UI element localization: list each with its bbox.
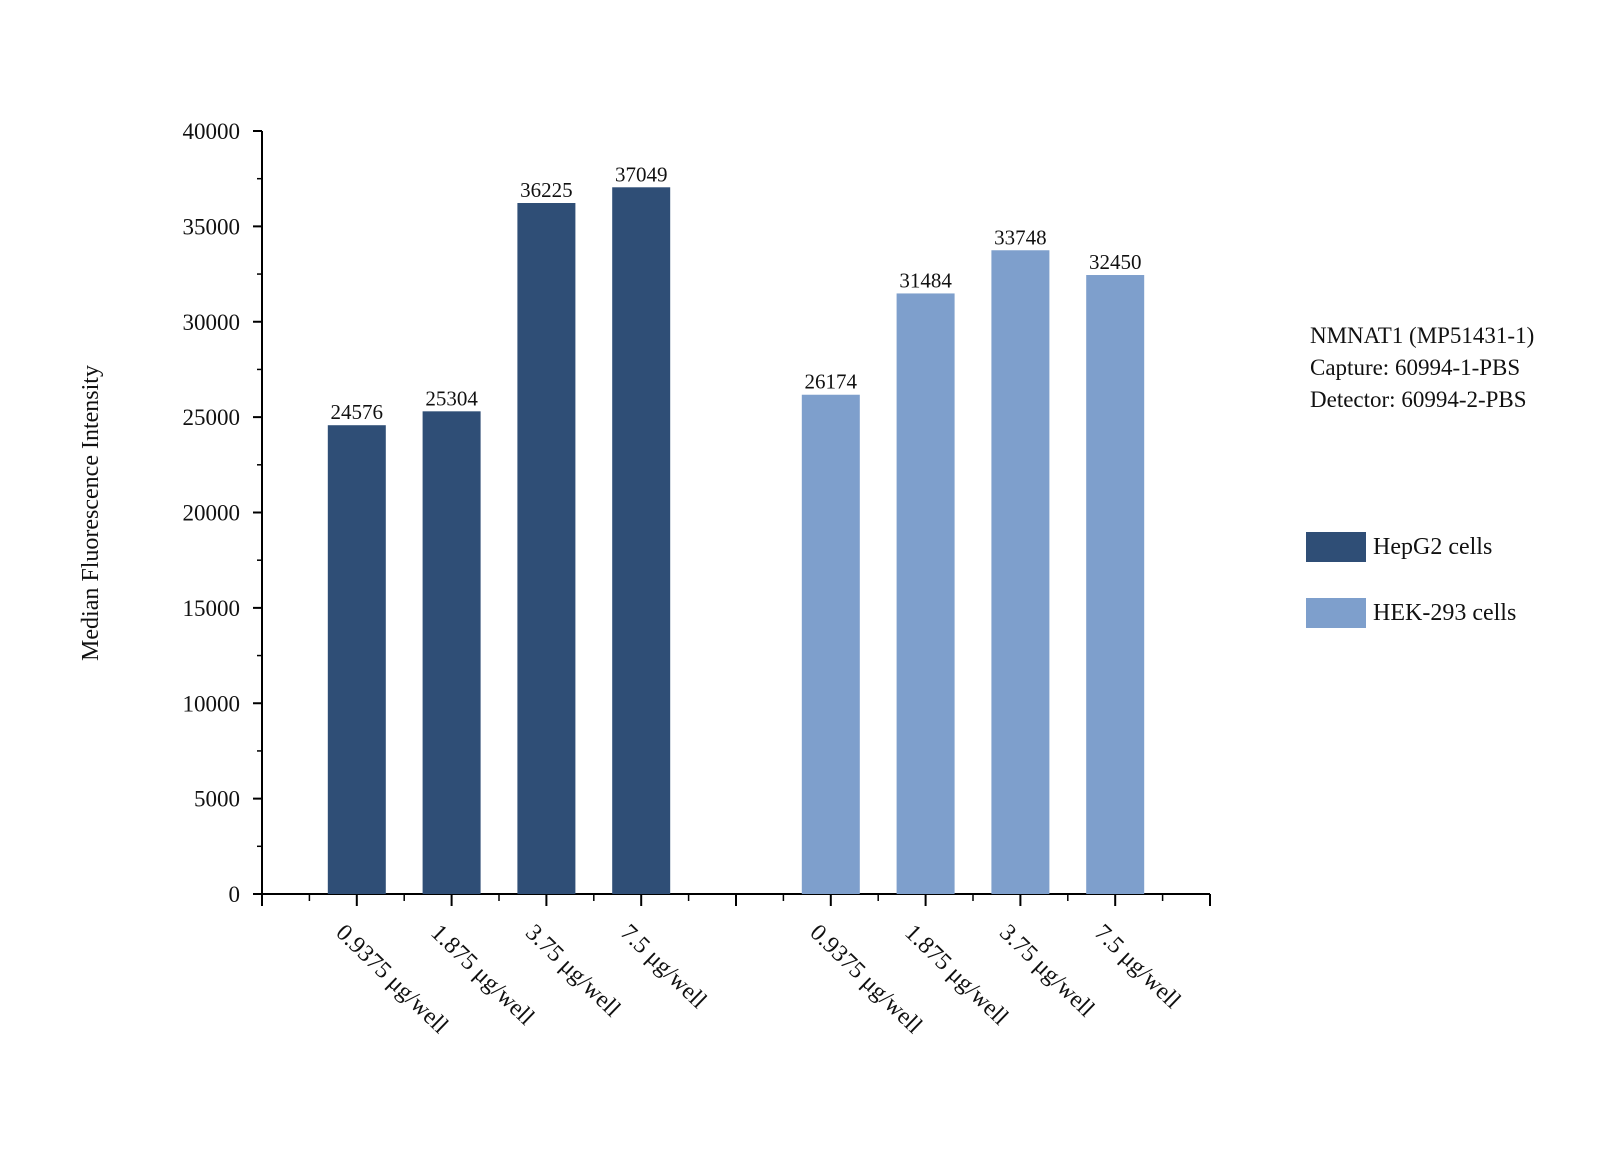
info-line-2: Capture: 60994-1-PBS <box>1310 355 1521 380</box>
bar <box>327 425 386 894</box>
assay-info: NMNAT1 (MP51431-1) Capture: 60994-1-PBS … <box>1310 320 1534 416</box>
bar <box>422 411 481 894</box>
info-line-3: Detector: 60994-2-PBS <box>1310 387 1527 412</box>
y-tick-label: 35000 <box>183 214 241 239</box>
bars <box>327 187 1145 894</box>
legend-label: HepG2 cells <box>1373 533 1493 560</box>
y-axis-label: Median Fluorescence Intensity <box>78 365 104 661</box>
bar <box>612 187 671 894</box>
legend-item-hepg2: HepG2 cells <box>1306 531 1516 563</box>
legend-swatch <box>1306 598 1366 628</box>
bar <box>801 394 860 894</box>
data-label: 32450 <box>1089 250 1142 274</box>
y-tick-label: 10000 <box>183 691 241 716</box>
y-tick-label: 0 <box>229 882 241 907</box>
x-tick-label: 3.75 μg/well <box>520 920 625 1023</box>
y-tick-label: 15000 <box>183 596 241 621</box>
bar <box>1086 275 1145 894</box>
data-label: 36225 <box>520 178 573 202</box>
data-label: 31484 <box>899 268 952 292</box>
y-tick-label: 20000 <box>183 501 241 526</box>
data-label: 24576 <box>331 400 384 424</box>
legend-swatch <box>1306 532 1366 562</box>
legend-item-hek293: HEK-293 cells <box>1306 597 1516 629</box>
x-tick-label: 7.5 μg/well <box>615 920 712 1015</box>
legend: HepG2 cells HEK-293 cells <box>1306 531 1516 663</box>
data-label: 33748 <box>994 225 1047 249</box>
info-line-1: NMNAT1 (MP51431-1) <box>1310 323 1535 348</box>
bar <box>517 203 576 894</box>
y-tick-label: 5000 <box>194 787 240 812</box>
y-tick-label: 25000 <box>183 405 241 430</box>
y-tick-label: 40000 <box>183 119 241 144</box>
data-label: 37049 <box>615 162 668 186</box>
legend-label: HEK-293 cells <box>1373 599 1517 626</box>
bar <box>896 293 955 894</box>
x-tick-label: 3.75 μg/well <box>994 920 1099 1023</box>
data-labels: 24576 25304 36225 37049 26174 31484 33748 32450 <box>331 162 1142 424</box>
x-tick-label: 7.5 μg/well <box>1089 920 1186 1015</box>
y-tick-label: 30000 <box>183 310 241 335</box>
bar <box>991 250 1050 894</box>
data-label: 25304 <box>425 386 478 410</box>
data-label: 26174 <box>805 370 858 394</box>
